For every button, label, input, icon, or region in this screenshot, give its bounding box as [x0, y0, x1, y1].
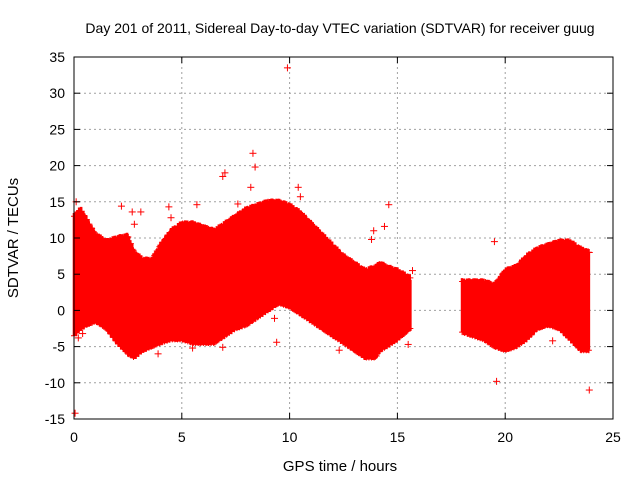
y-tick-label: 25: [49, 121, 65, 137]
data-point: [130, 220, 138, 228]
data-point: [247, 183, 255, 191]
y-tick-label: 15: [49, 194, 65, 210]
axis-layer: 0 5 10 15 20 25 -15 -10 -5 0 5 10 15 20 25 30 35: [45, 49, 621, 445]
data-point: [271, 314, 279, 322]
data-point: [402, 314, 410, 322]
y-tick-label: -15: [45, 411, 65, 427]
data-point: [368, 235, 376, 243]
data-band: [460, 238, 591, 353]
data-point: [370, 227, 378, 235]
data-point: [249, 149, 257, 157]
data-point: [219, 343, 227, 351]
data-point: [74, 334, 82, 342]
y-tick-label: 5: [57, 266, 65, 282]
data-point: [193, 201, 201, 209]
data-point: [137, 208, 145, 216]
data-point: [221, 169, 229, 177]
data-point: [117, 202, 125, 210]
data-point: [294, 183, 302, 191]
data-point: [79, 330, 87, 338]
x-tick-label: 25: [605, 429, 621, 445]
data-point: [378, 334, 386, 342]
x-tick-label: 5: [178, 429, 186, 445]
y-tick-label: 20: [49, 158, 65, 174]
data-point: [385, 201, 393, 209]
data-band-edge-markers: [459, 238, 592, 354]
y-tick-label: 10: [49, 230, 65, 246]
data-point: [585, 248, 593, 256]
data-point: [234, 200, 242, 208]
y-tick-label: 35: [49, 49, 65, 65]
data-point: [490, 238, 498, 246]
x-tick-label: 20: [497, 429, 513, 445]
data-point: [296, 193, 304, 201]
y-axis-label: SDTVAR / TECUs: [5, 178, 22, 298]
data-point: [167, 214, 175, 222]
x-tick-label: 10: [282, 429, 298, 445]
y-tick-label: -10: [45, 375, 65, 391]
data-point: [549, 337, 557, 345]
data-point: [219, 172, 227, 180]
data-point: [283, 64, 291, 72]
x-tick-label: 0: [70, 429, 78, 445]
data-point: [154, 350, 162, 358]
data-point: [335, 346, 343, 354]
data-point: [404, 340, 412, 348]
data-point: [493, 377, 501, 385]
data-point: [585, 386, 593, 394]
data-point: [128, 208, 136, 216]
x-axis-label: GPS time / hours: [283, 458, 397, 475]
data-point: [189, 344, 197, 352]
data-point: [165, 203, 173, 211]
data-point: [71, 409, 79, 417]
data-point: [408, 267, 416, 275]
data-point: [380, 222, 388, 230]
y-tick-label: 30: [49, 85, 65, 101]
y-tick-label: -5: [53, 339, 66, 355]
x-tick-label: 15: [390, 429, 406, 445]
y-tick-label: 0: [57, 302, 65, 318]
data-point: [273, 338, 281, 346]
data-point: [251, 163, 259, 171]
chart-title: Day 201 of 2011, Sidereal Day-to-day VTE…: [85, 20, 594, 36]
